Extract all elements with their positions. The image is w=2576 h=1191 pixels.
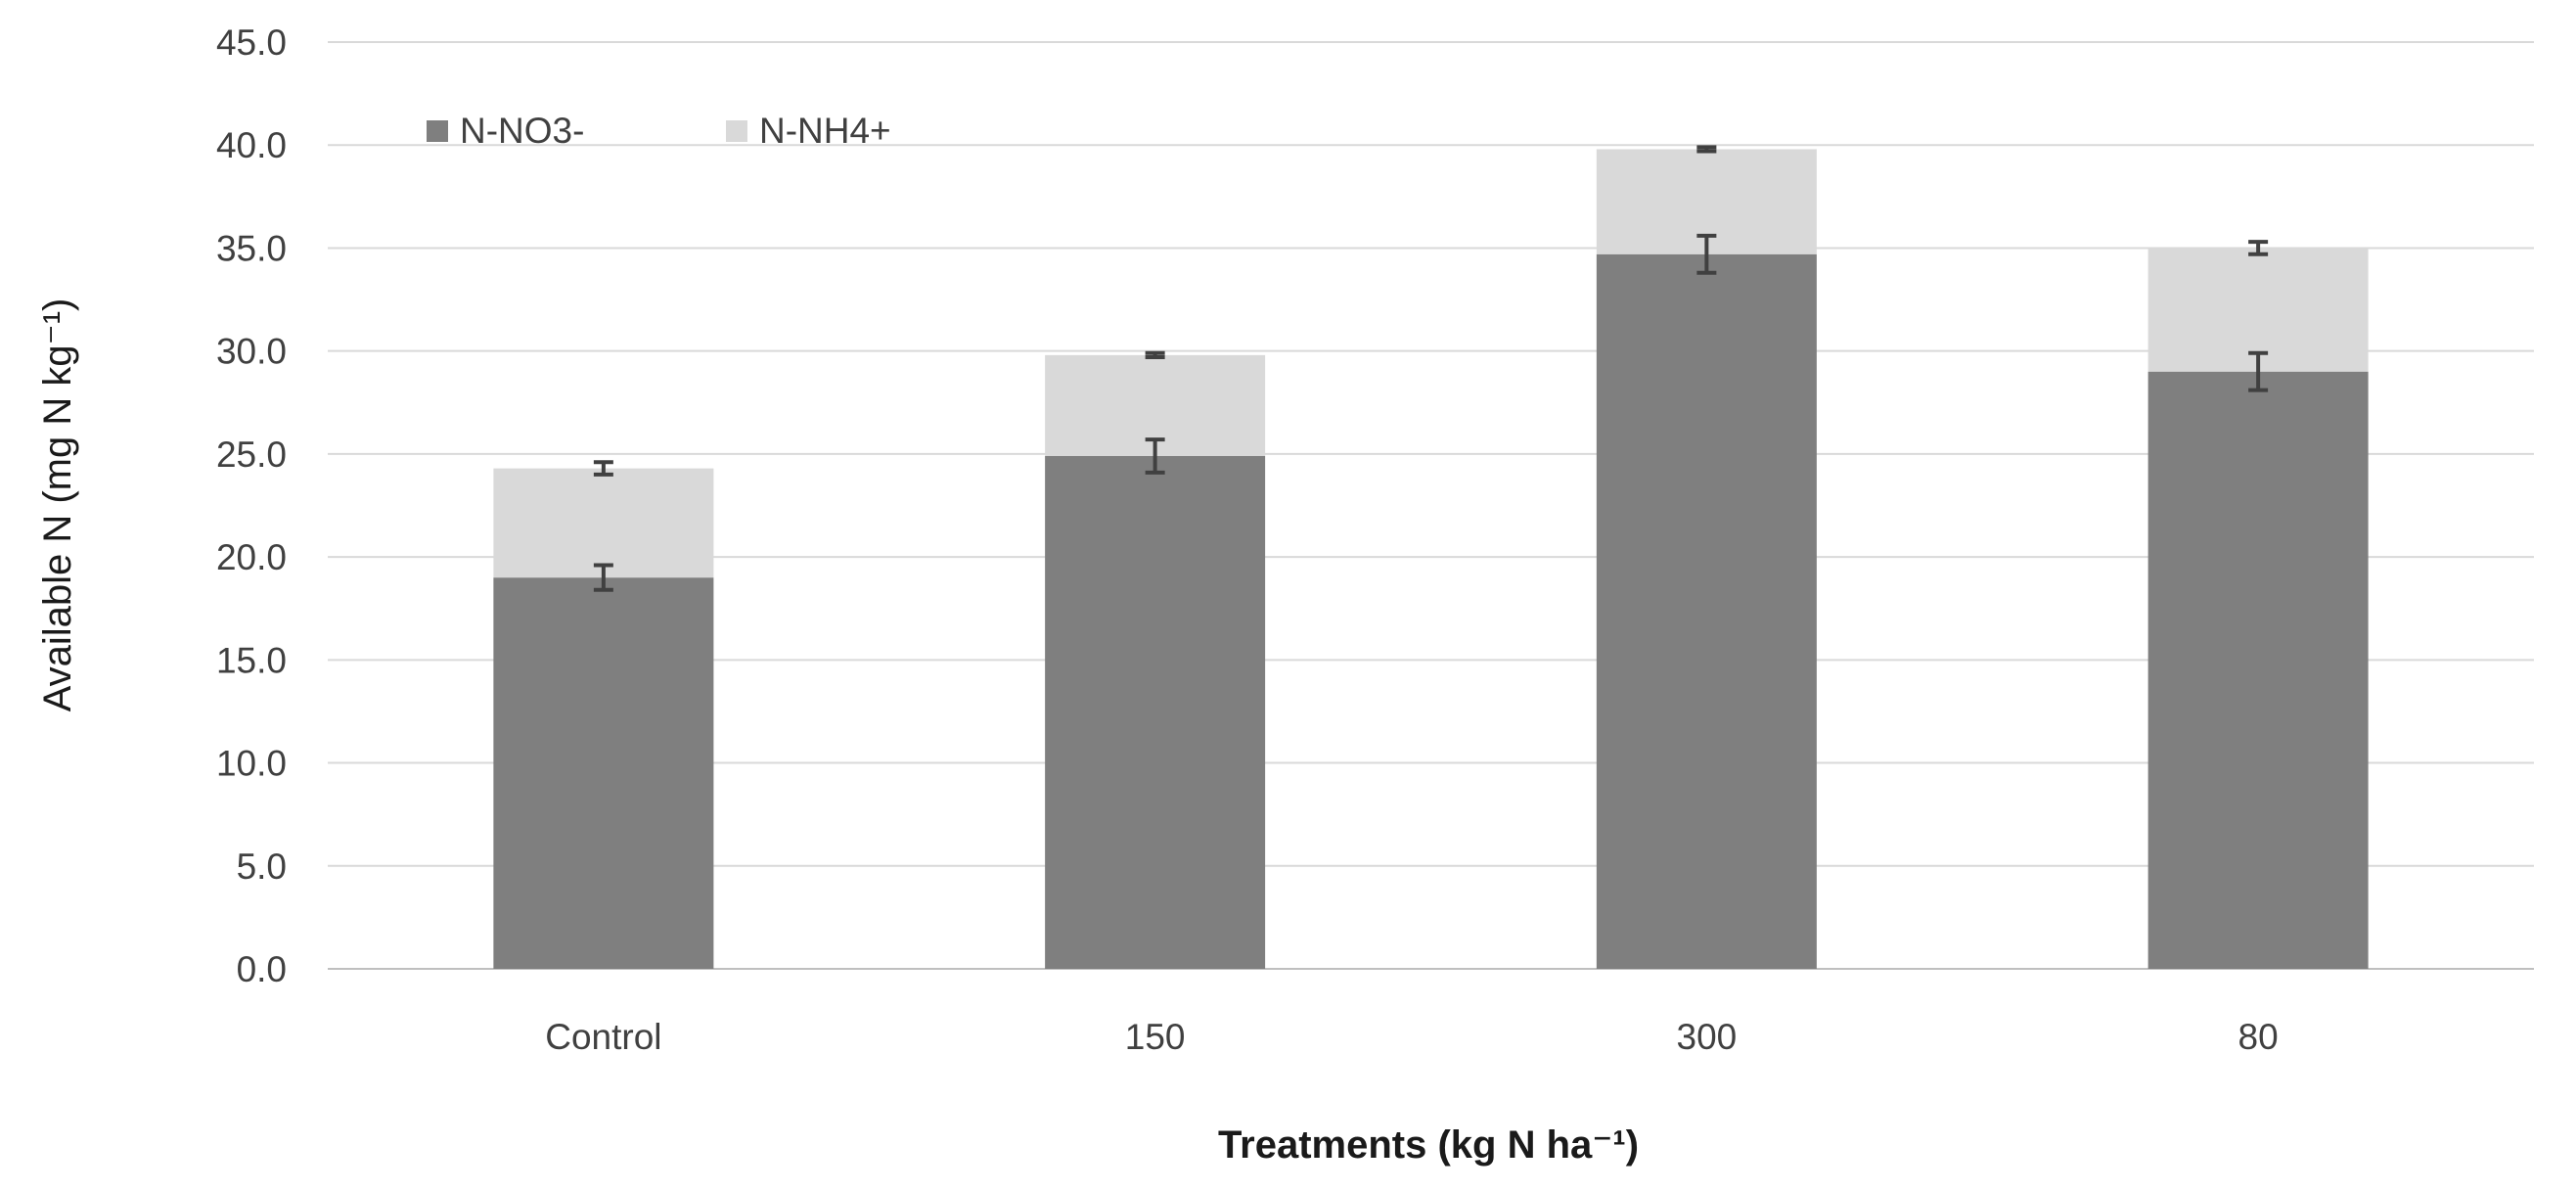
legend: N-NO3- N-NH4+ <box>427 111 891 151</box>
error-bar-nitrate-0 <box>593 563 613 592</box>
y-tick-label: 15.0 <box>216 640 287 680</box>
error-bar-ammonium-2 <box>1696 145 1717 154</box>
y-axis-ticks: 0.0 5.0 10.0 15.0 20.0 25.0 30.0 35.0 40.0 45.0 <box>216 23 287 989</box>
y-tick-label: 35.0 <box>216 228 287 268</box>
y-tick-label: 20.0 <box>216 537 287 577</box>
legend-label-nitrate: N-NO3- <box>460 111 584 151</box>
y-tick-label: 25.0 <box>216 435 287 475</box>
y-tick-label: 0.0 <box>237 949 287 989</box>
x-axis-ticks: Control 150 300 80 <box>545 1017 2278 1057</box>
error-bar-nitrate-2 <box>1696 233 1717 275</box>
y-tick-label: 10.0 <box>216 744 287 784</box>
legend-swatch-nitrate <box>427 120 448 142</box>
bar-nitrate-3 <box>2147 371 2369 969</box>
legend-swatch-ammonium <box>726 120 747 142</box>
x-axis-title: Treatments (kg N ha⁻¹) <box>1218 1123 1639 1167</box>
x-tick-label: 300 <box>1677 1017 1738 1057</box>
bar-ammonium-0 <box>493 468 714 578</box>
error-bars <box>593 145 2269 592</box>
error-bar-ammonium-1 <box>1145 350 1165 359</box>
bars <box>493 149 2369 969</box>
y-tick-label: 45.0 <box>216 23 287 63</box>
bar-nitrate-0 <box>493 577 714 969</box>
error-bar-ammonium-3 <box>2248 240 2269 256</box>
x-tick-label: 150 <box>1125 1017 1186 1057</box>
error-bar-ammonium-0 <box>593 460 613 477</box>
legend-label-ammonium: N-NH4+ <box>759 111 891 151</box>
y-axis-title: Available N (mg N kg⁻¹) <box>36 298 79 712</box>
bar-nitrate-1 <box>1045 455 1266 969</box>
x-tick-label: Control <box>545 1017 661 1057</box>
y-tick-label: 5.0 <box>237 847 287 887</box>
x-tick-label: 80 <box>2238 1017 2279 1057</box>
bar-ammonium-3 <box>2147 248 2369 372</box>
y-tick-label: 40.0 <box>216 125 287 165</box>
error-bar-nitrate-3 <box>2248 350 2269 392</box>
error-bar-nitrate-1 <box>1145 437 1165 475</box>
bar-nitrate-2 <box>1596 253 1817 969</box>
y-tick-label: 30.0 <box>216 332 287 372</box>
